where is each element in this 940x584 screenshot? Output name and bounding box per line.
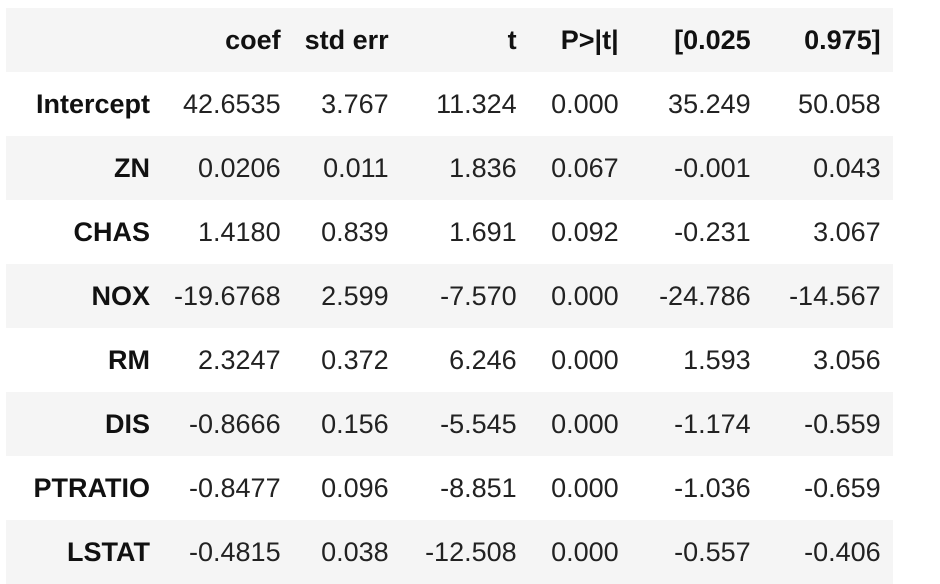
cell-ci-upper: 3.056 (813, 344, 881, 375)
table-row: Intercept 42.6535 3.767 11.324 0.000 35.… (6, 72, 893, 136)
header-ci-lower: [0.025 (674, 24, 751, 55)
row-label: PTRATIO (33, 472, 151, 503)
cell-std-err: 0.156 (321, 408, 389, 439)
cell-std-err: 0.839 (321, 216, 389, 247)
cell-std-err: 0.038 (321, 536, 389, 567)
cell-coef: 0.0206 (198, 152, 281, 183)
cell-ci-upper: 0.043 (813, 152, 881, 183)
row-label: LSTAT (67, 536, 150, 567)
cell-coef: -0.4815 (189, 536, 281, 567)
cell-ci-lower: 35.249 (668, 88, 751, 119)
cell-coef: -0.8666 (189, 408, 281, 439)
cell-p-value: 0.000 (551, 472, 619, 503)
cell-ci-lower: -0.231 (674, 216, 751, 247)
header-p-value: P>|t| (560, 24, 619, 55)
table-row: DIS -0.8666 0.156 -5.545 0.000 -1.174 -0… (6, 392, 893, 456)
row-label: Intercept (35, 88, 150, 119)
cell-p-value: 0.000 (551, 536, 619, 567)
cell-ci-lower: -24.786 (659, 280, 751, 311)
cell-ci-lower: -0.001 (674, 152, 751, 183)
row-label: ZN (114, 152, 150, 183)
table-row: NOX -19.6768 2.599 -7.570 0.000 -24.786 … (6, 264, 893, 328)
row-label: DIS (104, 408, 150, 439)
cell-ci-upper: 3.067 (813, 216, 881, 247)
cell-std-err: 0.096 (321, 472, 389, 503)
cell-t: 1.691 (449, 216, 517, 247)
header-row: coef std err t P>|t| [0.025 0.975] (6, 8, 893, 72)
cell-t: 1.836 (449, 152, 517, 183)
cell-t: 11.324 (436, 88, 517, 119)
cell-t: -7.570 (440, 280, 517, 311)
cell-p-value: 0.092 (551, 216, 619, 247)
cell-ci-upper: -0.406 (804, 536, 881, 567)
cell-std-err: 0.372 (321, 344, 389, 375)
cell-t: -8.851 (440, 472, 517, 503)
cell-ci-upper: 50.058 (798, 88, 881, 119)
cell-coef: 42.6535 (182, 88, 281, 119)
header-ci-upper: 0.975] (804, 24, 881, 55)
cell-ci-upper: -0.559 (804, 408, 881, 439)
cell-std-err: 3.767 (321, 88, 389, 119)
header-t: t (507, 24, 517, 55)
cell-p-value: 0.000 (551, 280, 619, 311)
cell-coef: -19.6768 (174, 280, 281, 311)
cell-coef: -0.8477 (189, 472, 281, 503)
table-row: LSTAT -0.4815 0.038 -12.508 0.000 -0.557… (6, 520, 893, 584)
cell-p-value: 0.000 (551, 408, 619, 439)
cell-coef: 1.4180 (198, 216, 281, 247)
cell-p-value: 0.067 (551, 152, 619, 183)
header-coef: coef (225, 24, 281, 55)
cell-ci-upper: -14.567 (789, 280, 881, 311)
cell-std-err: 0.011 (323, 152, 389, 183)
cell-std-err: 2.599 (321, 280, 389, 311)
cell-t: -12.508 (425, 536, 517, 567)
cell-coef: 2.3247 (198, 344, 281, 375)
row-label: RM (108, 344, 150, 375)
table-row: CHAS 1.4180 0.839 1.691 0.092 -0.231 3.0… (6, 200, 893, 264)
cell-ci-lower: 1.593 (683, 344, 751, 375)
cell-ci-lower: -0.557 (674, 536, 751, 567)
table-row: PTRATIO -0.8477 0.096 -8.851 0.000 -1.03… (6, 456, 893, 520)
row-label: NOX (91, 280, 150, 311)
cell-t: 6.246 (449, 344, 517, 375)
cell-ci-upper: -0.659 (804, 472, 881, 503)
cell-ci-lower: -1.174 (674, 408, 751, 439)
cell-t: -5.545 (440, 408, 517, 439)
cell-p-value: 0.000 (551, 88, 619, 119)
header-corner (6, 8, 162, 72)
header-std-err: std err (304, 24, 389, 55)
cell-ci-lower: -1.036 (674, 472, 751, 503)
coefficient-table: coef std err t P>|t| [0.025 0.975] Inter… (6, 8, 893, 584)
table-row: ZN 0.0206 0.011 1.836 0.067 -0.001 0.043 (6, 136, 893, 200)
cell-p-value: 0.000 (551, 344, 619, 375)
row-label: CHAS (73, 216, 150, 247)
table-row: RM 2.3247 0.372 6.246 0.000 1.593 3.056 (6, 328, 893, 392)
